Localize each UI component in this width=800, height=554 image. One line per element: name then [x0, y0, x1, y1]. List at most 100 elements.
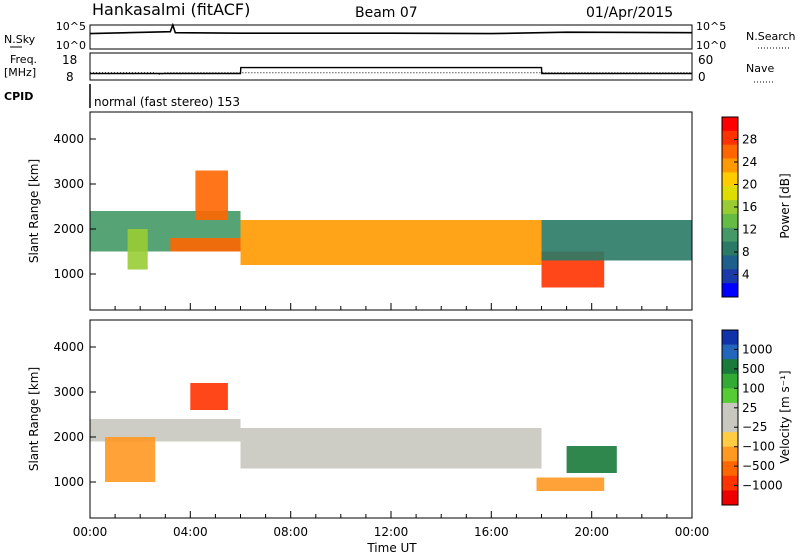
colorbar-segment — [722, 117, 738, 132]
colorbar-segment — [722, 200, 738, 215]
heatmap-region — [195, 170, 228, 220]
y-tick-label: 4000 — [53, 132, 84, 146]
power-yaxis: 4000 3000 2000 1000 — [53, 132, 96, 281]
colorbar-segment — [722, 402, 738, 418]
power-colorbar-ticks: 28 24 20 16 12 8 4 — [734, 133, 757, 282]
colorbar-tick-label: −100 — [742, 440, 775, 454]
y-tick-label: 2000 — [53, 222, 84, 236]
freq-label-line1: Freq. — [10, 53, 37, 66]
x-axis-title: Time UT — [366, 541, 417, 554]
x-tick-label: 00:00 — [675, 525, 710, 539]
colorbar-tick-label: 20 — [742, 178, 757, 192]
colorbar-segment — [722, 227, 738, 243]
power-panel: 4000 3000 2000 1000 Slant Range [km] 28 24 20… — [27, 111, 792, 311]
colorbar-tick-label: 4 — [742, 268, 750, 282]
frequency-trace — [90, 66, 692, 75]
heatmap-region — [536, 477, 605, 491]
colorbar-segment — [722, 172, 738, 187]
heatmap-region — [240, 428, 542, 469]
freq-frame — [89, 52, 693, 81]
velocity-yaxis: 4000 3000 2000 1000 — [53, 340, 96, 489]
cpid-label: CPID — [4, 90, 33, 103]
heatmap-region — [541, 220, 692, 261]
nsky-frame — [89, 24, 693, 50]
velocity-ylabel: Slant Range [km] — [27, 367, 41, 471]
nsky-tick-top: 10^5 — [56, 20, 86, 33]
station-title: Hankasalmi (fitACF) — [92, 0, 250, 19]
y-tick-label: 3000 — [53, 385, 84, 399]
colorbar-tick-label: 16 — [742, 200, 757, 214]
colorbar-tick-label: 12 — [742, 223, 757, 237]
heatmap-region — [90, 419, 241, 442]
y-tick-label: 1000 — [53, 267, 84, 281]
velocity-xticks — [89, 511, 693, 518]
freq-tick-bottom: 8 — [66, 70, 74, 84]
heatmap-region — [240, 220, 542, 265]
colorbar-segment — [722, 269, 738, 284]
x-tick-label: 16:00 — [474, 525, 509, 539]
colorbar-segment — [722, 373, 738, 389]
velocity-panel: 4000 3000 2000 1000 Slant Range [km] 1000 50… — [27, 319, 792, 519]
colorbar-tick-label: 100 — [742, 381, 765, 395]
velocity-colorbar-ticks: 1000 500 100 25 −25 −100 −500 −1000 — [734, 342, 783, 493]
nsky-tick-bottom: 10^0 — [56, 39, 86, 52]
colorbar-tick-label: 25 — [742, 401, 757, 415]
velocity-colorbar-frame — [721, 329, 739, 506]
colorbar-segment — [722, 344, 738, 360]
power-colorbar-label: Power [dB] — [778, 173, 792, 238]
colorbar-tick-label: −25 — [742, 420, 767, 434]
nsky-panel: N.Sky 10^5 10^0 10^5 10^0 N.Search — [4, 20, 796, 52]
nsearch-label: N.Search — [746, 30, 796, 43]
colorbar-segment — [722, 213, 738, 229]
colorbar-tick-label: 28 — [742, 133, 757, 147]
colorbar-tick-label: 24 — [742, 155, 757, 169]
nave-label: Nave — [746, 62, 774, 75]
freq-tick-top: 18 — [62, 53, 77, 67]
velocity-colorbar — [722, 330, 738, 506]
cpid-panel: CPID normal (fast stereo) 153 — [4, 84, 240, 109]
x-tick-label: 04:00 — [173, 525, 208, 539]
heatmap-region — [190, 383, 228, 410]
colorbar-tick-label: −1000 — [742, 479, 783, 493]
cpid-text: normal (fast stereo) 153 — [94, 95, 240, 109]
colorbar-segment — [722, 417, 738, 433]
power-colorbar — [722, 117, 738, 298]
velocity-colorbar-label: Velocity [m s⁻¹] — [778, 370, 792, 463]
nave-tick-top: 60 — [698, 53, 713, 67]
colorbar-segment — [722, 461, 738, 477]
date-title: 01/Apr/2015 — [586, 5, 673, 21]
colorbar-segment — [722, 144, 738, 159]
beam-title: Beam 07 — [355, 5, 418, 21]
power-cells — [90, 170, 692, 288]
y-tick-label: 1000 — [53, 475, 84, 489]
colorbar-segment — [722, 130, 738, 146]
nsky-trace — [89, 22, 693, 35]
colorbar-segment — [722, 186, 738, 201]
heatmap-region — [170, 238, 241, 252]
nsky-label: N.Sky — [4, 33, 36, 46]
colorbar-segment — [722, 330, 738, 346]
heatmap-region — [105, 437, 156, 482]
power-xticks — [89, 303, 693, 310]
colorbar-segment — [722, 283, 738, 298]
colorbar-tick-label: 8 — [742, 245, 750, 259]
y-tick-label: 3000 — [53, 177, 84, 191]
freq-label-line2: [MHz] — [4, 66, 36, 79]
velocity-cells — [90, 383, 617, 491]
x-tick-label: 00:00 — [73, 525, 108, 539]
colorbar-segment — [722, 359, 738, 375]
colorbar-tick-label: 1000 — [742, 342, 773, 356]
nave-tick-bottom: 0 — [698, 70, 706, 84]
y-tick-label: 2000 — [53, 430, 84, 444]
colorbar-segment — [722, 475, 738, 491]
colorbar-segment — [722, 241, 738, 256]
colorbar-segment — [722, 388, 738, 404]
x-tick-label: 12:00 — [374, 525, 409, 539]
nsearch-tick-bottom: 10^0 — [696, 39, 726, 52]
colorbar-segment — [722, 490, 738, 506]
power-ylabel: Slant Range [km] — [27, 159, 41, 263]
y-tick-label: 4000 — [53, 340, 84, 354]
colorbar-segment — [722, 158, 738, 173]
x-tick-label: 20:00 — [574, 525, 609, 539]
